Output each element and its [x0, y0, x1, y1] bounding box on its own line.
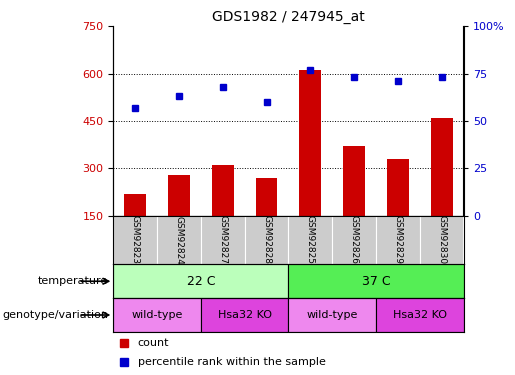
Bar: [288, 298, 376, 332]
Text: wild-type: wild-type: [131, 310, 183, 320]
Bar: [113, 298, 201, 332]
Bar: [124, 194, 146, 216]
Bar: [431, 118, 453, 216]
Text: GSM92828: GSM92828: [262, 216, 271, 264]
Text: 37 C: 37 C: [362, 275, 390, 288]
Bar: [113, 264, 288, 298]
Bar: [299, 70, 321, 216]
Bar: [376, 298, 464, 332]
Text: GSM92829: GSM92829: [393, 216, 402, 264]
Bar: [201, 298, 288, 332]
Text: GSM92827: GSM92827: [218, 216, 227, 264]
Bar: [168, 175, 190, 216]
Text: temperature: temperature: [38, 276, 108, 286]
Bar: [420, 216, 464, 264]
Title: GDS1982 / 247945_at: GDS1982 / 247945_at: [212, 10, 365, 24]
Text: percentile rank within the sample: percentile rank within the sample: [138, 357, 325, 367]
Bar: [201, 216, 245, 264]
Bar: [113, 216, 157, 264]
Bar: [255, 178, 278, 216]
Text: GSM92826: GSM92826: [350, 216, 358, 264]
Bar: [332, 216, 376, 264]
Bar: [288, 264, 464, 298]
Text: GSM92825: GSM92825: [306, 216, 315, 264]
Bar: [212, 165, 234, 216]
Text: GSM92823: GSM92823: [131, 216, 140, 264]
Text: genotype/variation: genotype/variation: [2, 310, 108, 320]
Text: Hsa32 KO: Hsa32 KO: [218, 310, 271, 320]
Bar: [387, 159, 409, 216]
Bar: [157, 216, 201, 264]
Text: 22 C: 22 C: [186, 275, 215, 288]
Text: wild-type: wild-type: [306, 310, 358, 320]
Bar: [288, 216, 332, 264]
Text: GSM92824: GSM92824: [175, 216, 183, 264]
Text: count: count: [138, 338, 169, 348]
Bar: [376, 216, 420, 264]
Bar: [245, 216, 288, 264]
Text: Hsa32 KO: Hsa32 KO: [393, 310, 447, 320]
Text: GSM92830: GSM92830: [437, 215, 446, 265]
Bar: [343, 146, 365, 216]
